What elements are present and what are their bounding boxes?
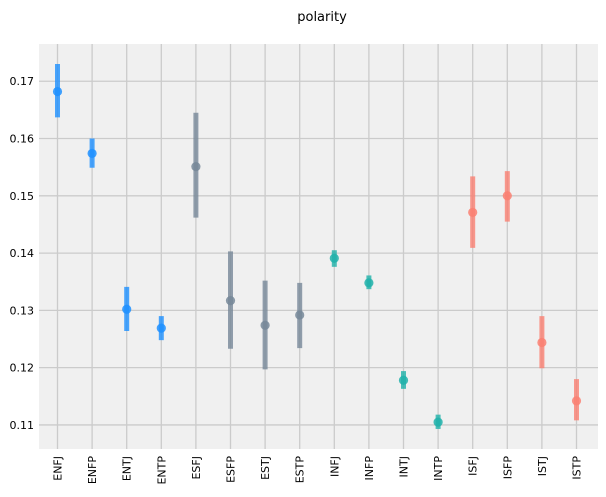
chart-title: polarity xyxy=(297,10,347,25)
y-tick-label: 0.16 xyxy=(10,133,35,146)
x-tick-label: ENTP xyxy=(155,456,168,485)
x-tick-label: INTJ xyxy=(398,456,411,477)
x-tick-label: ESFP xyxy=(225,456,238,483)
y-tick-label: 0.12 xyxy=(10,362,35,375)
x-tick-label: ISTP xyxy=(571,456,584,480)
y-tick-label: 0.17 xyxy=(10,75,35,88)
data-point-estj xyxy=(260,320,270,330)
data-point-entj xyxy=(122,304,132,314)
x-tick-label: ENFP xyxy=(86,456,99,485)
y-tick-label: 0.13 xyxy=(10,304,35,317)
y-axis-tick-labels: 0.11 0.12 0.13 0.14 0.15 0.16 0.17 xyxy=(10,75,35,432)
data-point-isfp xyxy=(502,191,512,201)
y-tick-label: 0.14 xyxy=(10,247,35,260)
x-tick-label: ISTJ xyxy=(536,456,549,476)
plot-background xyxy=(39,44,598,449)
data-point-esfp xyxy=(225,296,236,306)
y-tick-label: 0.11 xyxy=(10,419,35,432)
data-point-isfj xyxy=(468,207,478,218)
x-tick-label: ENTJ xyxy=(121,456,134,481)
data-point-enfj xyxy=(52,86,63,97)
x-tick-label: ESTP xyxy=(294,456,307,484)
data-point-infj xyxy=(329,253,339,263)
x-tick-label: INFJ xyxy=(328,456,341,477)
x-tick-label: ESFJ xyxy=(190,456,203,480)
x-tick-label: ENFJ xyxy=(52,456,65,481)
x-tick-label: INTP xyxy=(432,456,445,481)
data-point-intp xyxy=(433,417,443,427)
x-tick-label: ISFP xyxy=(501,456,514,480)
x-tick-label: ESTJ xyxy=(259,456,272,480)
x-axis-tick-labels: ENFJ ENFP ENTJ ENTP ESFJ ESFP ESTJ ESTP INFJ INFP… xyxy=(52,456,584,485)
x-tick-label: ISFJ xyxy=(467,456,480,476)
y-tick-label: 0.15 xyxy=(10,190,35,203)
x-tick-label: INFP xyxy=(363,456,376,481)
data-point-istp xyxy=(571,396,582,406)
data-point-istj xyxy=(537,337,547,348)
data-point-intj xyxy=(398,375,409,385)
data-point-infp xyxy=(364,278,374,288)
data-marks xyxy=(52,64,582,429)
data-point-entp xyxy=(156,323,166,333)
data-point-estp xyxy=(295,310,305,320)
data-point-esfj xyxy=(191,161,201,172)
data-point-enfp xyxy=(87,148,97,159)
